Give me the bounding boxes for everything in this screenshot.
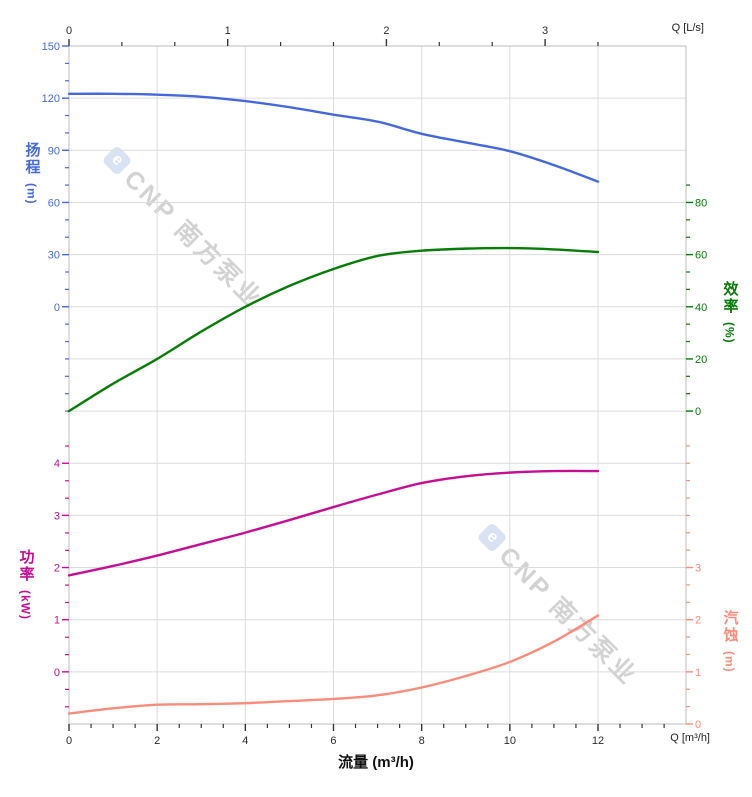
plot-border [68, 45, 687, 725]
top-axis-tick-label: 0 [66, 25, 72, 37]
power-curve [67, 469, 600, 577]
head-tick-label: 150 [42, 41, 60, 53]
npsh-axis-title: 汽蚀 (m) [721, 610, 739, 673]
eff-tick-label: 0 [695, 406, 701, 418]
npsh-axis-unit: (m) [722, 651, 737, 673]
npsh-tick-label: 2 [695, 615, 701, 627]
eff-tick-label: 80 [695, 197, 707, 209]
efficiency-axis-title-text: 效率 [721, 281, 739, 315]
head-axis-title: 扬程 (m) [23, 142, 41, 205]
npsh-tick-label: 0 [695, 719, 701, 731]
grid-layer [68, 45, 687, 725]
power-tick-label: 3 [54, 510, 60, 522]
top-axis-tick-label: 1 [225, 25, 231, 37]
power-tick-label: 1 [54, 615, 60, 627]
head-tick-label: 60 [48, 197, 60, 209]
x-axis-tick-label: 0 [66, 735, 72, 747]
curves-layer [67, 92, 600, 715]
npsh-tick-label: 1 [695, 667, 701, 679]
x-axis-tick-label: 6 [330, 735, 336, 747]
head-tick-label: 0 [54, 302, 60, 314]
npsh-axis-title-text: 汽蚀 [721, 610, 739, 644]
power-axis-unit: (kW) [18, 590, 33, 620]
efficiency-axis-unit: (%) [722, 322, 737, 344]
axis-layer: 0 2 4 6 8 10 120 1 2 3030609012015002040608001234… [42, 25, 708, 747]
power-tick-label: 4 [54, 458, 60, 470]
head-tick-label: 90 [48, 145, 60, 157]
head-axis-title-text: 扬程 [23, 142, 41, 176]
head-axis-unit: (m) [24, 183, 39, 205]
x-axis-tick-label: 10 [504, 735, 516, 747]
eff-curve [67, 246, 600, 413]
power-tick-label: 0 [54, 667, 60, 679]
head-curve [67, 92, 600, 183]
eff-tick-label: 60 [695, 250, 707, 262]
npsh-tick-label: 3 [695, 563, 701, 575]
eff-tick-label: 20 [695, 354, 707, 366]
eff-tick-label: 40 [695, 302, 707, 314]
power-tick-label: 2 [54, 563, 60, 575]
head-tick-label: 30 [48, 250, 60, 262]
x-axis-tick-label: 8 [419, 735, 425, 747]
top-axis-tick-label: 3 [542, 25, 548, 37]
x-axis-title: 流量 (m³/h) [338, 754, 414, 771]
x-axis-tick-label: 4 [242, 735, 248, 747]
npsh-curve [67, 614, 600, 715]
head-tick-label: 120 [42, 93, 60, 105]
power-axis-title: 功率 (kW) [17, 549, 35, 620]
x-axis-tick-label: 12 [592, 735, 604, 747]
x-axis-tick-label: 2 [154, 735, 160, 747]
power-axis-title-text: 功率 [17, 549, 35, 583]
top-axis-tick-label: 2 [383, 25, 389, 37]
efficiency-axis-title: 效率 (%) [721, 281, 739, 344]
bottom-corner-unit-label: Q [m³/h] [670, 732, 710, 744]
top-corner-unit-label: Q [L/s] [671, 22, 704, 34]
